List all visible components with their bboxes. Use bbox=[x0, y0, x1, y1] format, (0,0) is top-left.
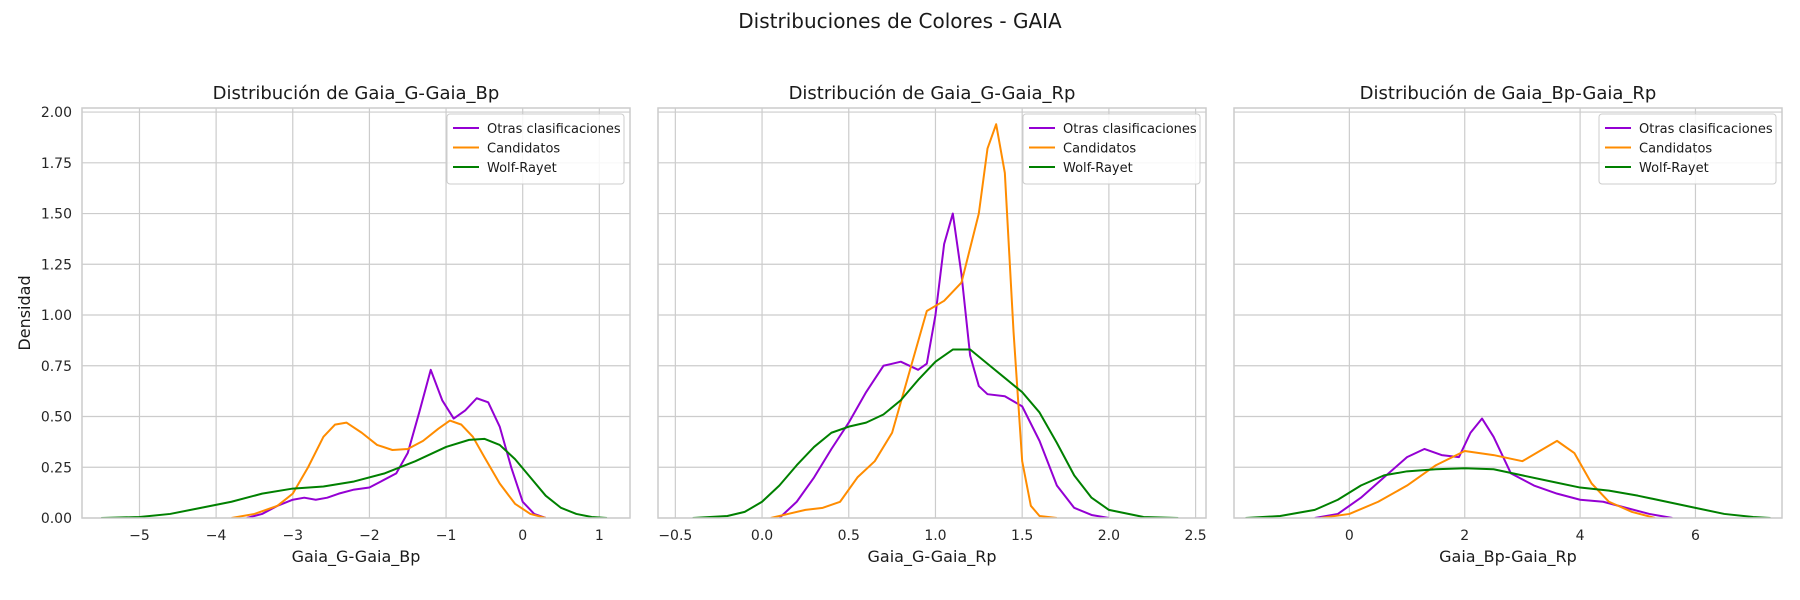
y-tick-label: 0.75 bbox=[41, 359, 72, 375]
legend-box bbox=[1598, 113, 1777, 185]
series-group bbox=[692, 123, 1179, 518]
x-tick-label: −2 bbox=[359, 528, 380, 544]
x-tick-label: 6 bbox=[1691, 528, 1700, 544]
plot-frame bbox=[81, 107, 631, 519]
x-tick-label: −5 bbox=[129, 528, 150, 544]
panel-title: Distribución de Gaia_Bp-Gaia_Rp bbox=[1360, 83, 1657, 104]
panel-3: 0 2 4 6 Distribución de Gaia_Bp-Gaia_Rp Gaia_… bbox=[1233, 83, 1783, 567]
legend-label: Wolf-Rayet bbox=[1639, 161, 1709, 176]
series-group bbox=[1245, 417, 1771, 518]
panels: −5 −4 −3 −2 −1 0 10.000.250.500.751.001.251.50… bbox=[15, 83, 1783, 567]
series-group bbox=[101, 368, 608, 518]
legend-label: Candidatos bbox=[1639, 142, 1712, 157]
series-line-candidatos bbox=[1320, 439, 1656, 518]
x-tick-label: 2.5 bbox=[1184, 528, 1206, 544]
x-tick-label: −4 bbox=[206, 528, 227, 544]
legend-label: Otras clasificaciones bbox=[1639, 122, 1773, 137]
x-tick-label: 4 bbox=[1576, 528, 1585, 544]
x-tick-label: 0.5 bbox=[838, 528, 860, 544]
y-tick-label: 0.25 bbox=[41, 460, 72, 476]
x-tick-label: 2 bbox=[1460, 528, 1469, 544]
series-line-candidatos bbox=[770, 123, 1057, 518]
legend: Otras clasificaciones Candidatos Wolf-Raye… bbox=[1022, 113, 1201, 185]
figure-title: Distribuciones de Colores - GAIA bbox=[738, 9, 1062, 33]
y-tick-label: 1.25 bbox=[41, 257, 72, 273]
x-axis-label: Gaia_G-Gaia_Rp bbox=[868, 547, 997, 567]
legend-label: Otras clasificaciones bbox=[1063, 122, 1197, 137]
legend: Otras clasificaciones Candidatos Wolf-Raye… bbox=[446, 113, 625, 185]
legend-label: Candidatos bbox=[487, 142, 560, 157]
series-line-candidatos bbox=[231, 419, 546, 518]
legend-label: Candidatos bbox=[1063, 142, 1136, 157]
panel-title: Distribución de Gaia_G-Gaia_Bp bbox=[213, 83, 500, 104]
series-line-otras-clasificaciones bbox=[1314, 417, 1673, 518]
x-tick-label: 2.0 bbox=[1098, 528, 1120, 544]
legend-label: Otras clasificaciones bbox=[487, 122, 621, 137]
plot-frame bbox=[657, 107, 1207, 519]
panel-1: −5 −4 −3 −2 −1 0 1 0.00 0.25 0.50 0.75 1.00 1.25 1.50… bbox=[15, 83, 631, 567]
series-line-otras-clasificaciones bbox=[246, 368, 547, 518]
legend-label: Wolf-Rayet bbox=[1063, 161, 1133, 176]
x-tick-label: −3 bbox=[282, 528, 303, 544]
series-line-wolf-rayet bbox=[692, 348, 1179, 518]
y-tick-label: 0.00 bbox=[41, 511, 72, 527]
y-axis-label: Densidad bbox=[15, 275, 34, 350]
x-axis-label: Gaia_G-Gaia_Bp bbox=[292, 547, 421, 567]
y-tick-label: 1.50 bbox=[41, 207, 72, 223]
panel-2: −0.5 0.0 0.5 1.0 1.5 2.0 2.5 Distribución de Ga… bbox=[657, 83, 1207, 567]
legend-box bbox=[446, 113, 625, 185]
series-line-wolf-rayet bbox=[1245, 467, 1771, 518]
x-tick-label: 1.5 bbox=[1011, 528, 1033, 544]
x-tick-label: 0.0 bbox=[751, 528, 773, 544]
legend-label: Wolf-Rayet bbox=[487, 161, 557, 176]
plot-frame bbox=[1233, 107, 1783, 519]
legend-box bbox=[1022, 113, 1201, 185]
x-tick-label: −1 bbox=[436, 528, 457, 544]
series-line-wolf-rayet bbox=[101, 437, 608, 518]
x-tick-label: 1 bbox=[595, 528, 604, 544]
y-tick-label: 0.50 bbox=[41, 410, 72, 426]
panel-title: Distribución de Gaia_G-Gaia_Rp bbox=[789, 83, 1076, 104]
legend: Otras clasificaciones Candidatos Wolf-Raye… bbox=[1598, 113, 1777, 185]
x-tick-label: 0 bbox=[1345, 528, 1354, 544]
y-tick-label: 2.00 bbox=[41, 105, 72, 121]
x-tick-label: −0.5 bbox=[658, 528, 692, 544]
x-axis-label: Gaia_Bp-Gaia_Rp bbox=[1439, 547, 1577, 567]
x-tick-label: 0 bbox=[518, 528, 527, 544]
y-tick-label: 1.00 bbox=[41, 308, 72, 324]
x-tick-label: 1.0 bbox=[924, 528, 946, 544]
y-tick-label: 1.75 bbox=[41, 156, 72, 172]
